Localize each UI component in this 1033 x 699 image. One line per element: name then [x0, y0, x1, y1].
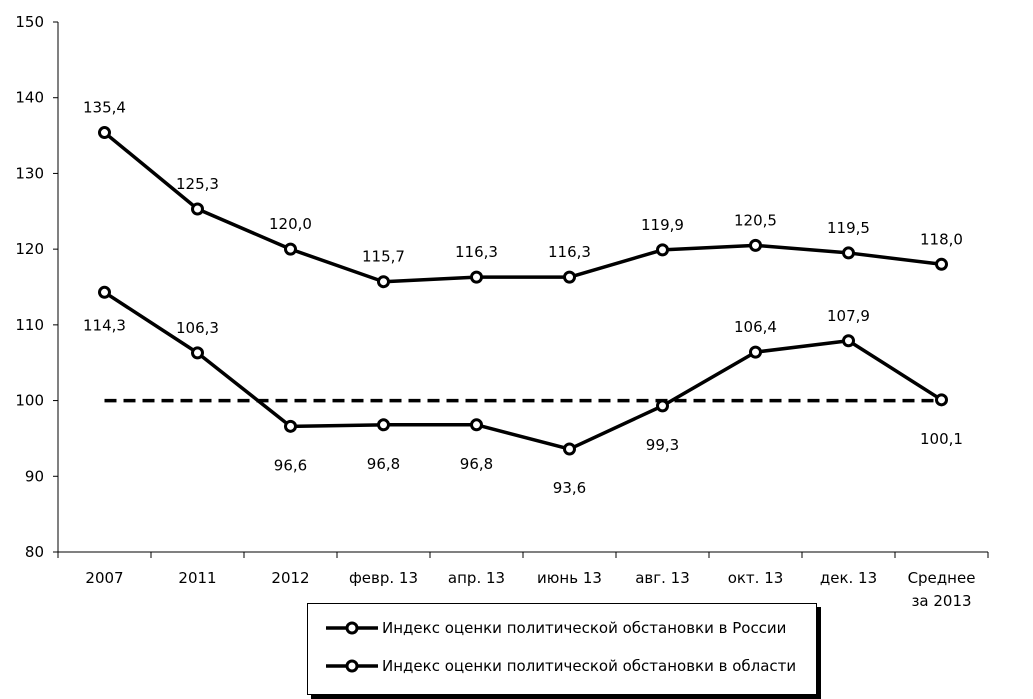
data-label: 114,3 — [83, 316, 126, 334]
x-tick-label: 2012 — [271, 569, 309, 587]
legend-marker-icon — [326, 659, 378, 673]
legend-marker-icon — [326, 621, 378, 635]
data-label: 120,0 — [269, 215, 312, 233]
data-point — [749, 345, 762, 359]
data-label: 120,5 — [734, 211, 777, 229]
data-label: 107,9 — [827, 307, 870, 325]
data-point — [284, 419, 297, 433]
data-label: 99,3 — [646, 436, 679, 454]
data-label: 100,1 — [920, 430, 963, 448]
legend-label-russia: Индекс оценки политической обстановки в … — [382, 619, 787, 637]
series-line-1 — [103, 290, 943, 451]
data-label: 119,5 — [827, 219, 870, 237]
data-point — [98, 285, 111, 299]
data-label: 93,6 — [553, 479, 586, 497]
data-label: 106,4 — [734, 318, 777, 336]
data-label: 106,3 — [176, 319, 219, 337]
data-point — [377, 275, 390, 289]
x-tick-label: июнь 13 — [537, 569, 602, 587]
data-label: 115,7 — [362, 248, 405, 266]
x-tick-label: февр. 13 — [349, 569, 418, 587]
data-label: 116,3 — [548, 243, 591, 261]
data-point — [98, 126, 111, 140]
data-point — [191, 202, 204, 216]
legend-item-region: Индекс оценки политической обстановки в … — [324, 656, 796, 676]
data-point — [377, 418, 390, 432]
legend-item-russia: Индекс оценки политической обстановки в … — [324, 618, 786, 638]
legend: Индекс оценки политической обстановки в … — [307, 603, 817, 695]
y-tick-label: 80 — [25, 543, 44, 561]
series-line-0 — [103, 131, 942, 284]
y-tick-label: 90 — [25, 467, 44, 485]
x-tick-label: дек. 13 — [820, 569, 877, 587]
data-point — [935, 257, 948, 271]
data-label: 125,3 — [176, 175, 219, 193]
y-tick-label: 110 — [15, 316, 44, 334]
y-tick-label: 100 — [15, 392, 44, 410]
legend-label-region: Индекс оценки политической обстановки в … — [382, 657, 797, 675]
data-point — [191, 346, 204, 360]
x-tick-label: апр. 13 — [448, 569, 505, 587]
data-point — [842, 334, 855, 348]
data-point — [656, 243, 669, 257]
y-tick-label: 120 — [15, 240, 44, 258]
y-tick-label: 150 — [15, 13, 44, 31]
data-labels-group: 135,4 125,3 120,0 115,7 116,3 116,3 119,9 120,5… — [83, 99, 963, 497]
x-tick-label: 2007 — [85, 569, 123, 587]
data-label: 96,6 — [274, 456, 307, 474]
x-tick-label: за 2013 — [911, 592, 971, 610]
data-label: 96,8 — [367, 455, 400, 473]
data-point — [656, 399, 669, 413]
data-point — [470, 418, 483, 432]
y-tick-label: 130 — [15, 164, 44, 182]
data-point — [284, 242, 297, 256]
x-tick-label: окт. 13 — [728, 569, 784, 587]
data-label: 116,3 — [455, 243, 498, 261]
series-group — [98, 126, 948, 456]
data-label: 118,0 — [920, 230, 963, 248]
data-point — [563, 442, 576, 456]
data-point — [935, 393, 948, 407]
data-label: 135,4 — [83, 99, 126, 117]
data-label: 119,9 — [641, 216, 684, 234]
x-tick-label: Среднее — [908, 569, 976, 587]
y-tick-label: 140 — [15, 89, 44, 107]
data-point — [842, 246, 855, 260]
axes: 80 90 100 110 120 130 140 150 2007 2011 2012 февр. … — [15, 13, 989, 610]
data-point — [470, 270, 483, 284]
data-label: 96,8 — [460, 455, 493, 473]
x-tick-label: авг. 13 — [635, 569, 690, 587]
data-point — [749, 238, 762, 252]
x-tick-label: 2011 — [178, 569, 216, 587]
data-point — [563, 270, 576, 284]
